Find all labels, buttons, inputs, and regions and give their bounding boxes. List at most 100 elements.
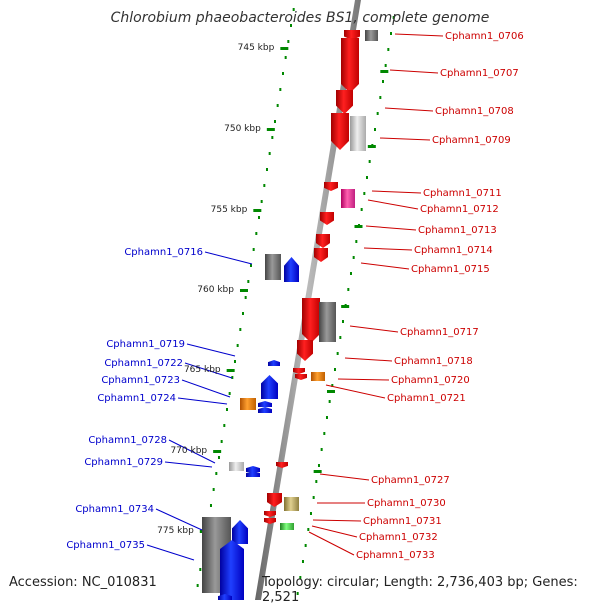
gene-block-light-gray bbox=[229, 462, 244, 471]
gene-label-cphamn1_0706[interactable]: Cphamn1_0706 bbox=[445, 31, 524, 42]
scale-major-tick bbox=[266, 128, 275, 131]
scale-major-tick bbox=[380, 70, 389, 73]
tick-dot-left bbox=[244, 296, 247, 299]
gene-label-line bbox=[164, 461, 213, 468]
gene-label-line bbox=[181, 379, 231, 398]
tick-dot-left bbox=[239, 328, 242, 331]
gene-label-line bbox=[384, 107, 434, 112]
scale-major-tick bbox=[354, 225, 363, 228]
tick-dot-left bbox=[271, 136, 274, 139]
tick-dot-left bbox=[257, 216, 260, 219]
gene-label-cphamn1_0731[interactable]: Cphamn1_0731 bbox=[363, 516, 442, 527]
gene-block-light-gray bbox=[350, 116, 366, 151]
scale-label: 775 kbp bbox=[157, 526, 194, 536]
tick-dot-right bbox=[339, 336, 342, 339]
gene-label-cphamn1_0715[interactable]: Cphamn1_0715 bbox=[411, 264, 490, 275]
forward-gene-arrow bbox=[336, 90, 353, 114]
reverse-gene-arrow bbox=[246, 466, 260, 472]
forward-gene-arrow bbox=[297, 340, 313, 361]
gene-label-cphamn1_0721[interactable]: Cphamn1_0721 bbox=[387, 393, 466, 404]
gene-label-cphamn1_0718[interactable]: Cphamn1_0718 bbox=[394, 356, 473, 367]
gene-label-cphamn1_0735[interactable]: Cphamn1_0735 bbox=[66, 540, 145, 551]
reverse-gene-arrow bbox=[218, 594, 232, 600]
tick-dot-left bbox=[281, 72, 284, 75]
tick-dot-left bbox=[255, 232, 258, 235]
tick-dot-left bbox=[220, 440, 223, 443]
tick-dot-left bbox=[249, 264, 252, 267]
gene-label-cphamn1_0724[interactable]: Cphamn1_0724 bbox=[97, 393, 176, 404]
tick-dot-left bbox=[247, 280, 250, 283]
gene-label-cphamn1_0729[interactable]: Cphamn1_0729 bbox=[84, 457, 163, 468]
scale-label: 765 kbp bbox=[184, 365, 221, 375]
gene-block-orange bbox=[240, 398, 256, 410]
gene-label-cphamn1_0712[interactable]: Cphamn1_0712 bbox=[420, 204, 499, 215]
tick-dot-left bbox=[231, 376, 234, 379]
scale-label: 750 kbp bbox=[224, 124, 261, 134]
scale-major-tick bbox=[341, 305, 350, 308]
tick-dot-right bbox=[341, 320, 344, 323]
gene-label-cphamn1_0720[interactable]: Cphamn1_0720 bbox=[391, 375, 470, 386]
forward-gene-arrow bbox=[316, 234, 330, 248]
gene-label-cphamn1_0707[interactable]: Cphamn1_0707 bbox=[440, 68, 519, 79]
tick-dot-left bbox=[196, 584, 199, 587]
tick-dot-left bbox=[289, 24, 292, 27]
tick-dot-right bbox=[349, 272, 352, 275]
gene-label-cphamn1_0717[interactable]: Cphamn1_0717 bbox=[400, 327, 479, 338]
gene-block-gray bbox=[319, 302, 336, 342]
gene-label-cphamn1_0734[interactable]: Cphamn1_0734 bbox=[75, 504, 154, 515]
reverse-gene-arrow bbox=[232, 520, 248, 544]
scale-label: 760 kbp bbox=[197, 285, 234, 295]
tick-dot-right bbox=[384, 64, 387, 67]
gene-label-cphamn1_0713[interactable]: Cphamn1_0713 bbox=[418, 225, 497, 236]
gene-label-cphamn1_0708[interactable]: Cphamn1_0708 bbox=[435, 106, 514, 117]
tick-dot-left bbox=[284, 56, 287, 59]
gene-label-cphamn1_0716[interactable]: Cphamn1_0716 bbox=[124, 247, 203, 258]
tick-dot-left bbox=[252, 248, 255, 251]
gene-block-magenta bbox=[341, 189, 355, 208]
gene-label-cphamn1_0733[interactable]: Cphamn1_0733 bbox=[356, 550, 435, 561]
tick-dot-left bbox=[225, 408, 228, 411]
scale-major-tick bbox=[280, 47, 289, 50]
forward-gene-arrow bbox=[264, 518, 276, 524]
gene-label-cphamn1_0719[interactable]: Cphamn1_0719 bbox=[106, 339, 185, 350]
gene-label-cphamn1_0722[interactable]: Cphamn1_0722 bbox=[104, 358, 183, 369]
gene-label-line bbox=[344, 357, 393, 362]
tick-dot-right bbox=[309, 512, 312, 515]
tick-dot-right bbox=[336, 352, 339, 355]
gene-label-line bbox=[311, 525, 358, 538]
tick-dot-left bbox=[241, 312, 244, 315]
tick-dot-left bbox=[273, 120, 276, 123]
tick-dot-right bbox=[373, 128, 376, 131]
gene-label-line bbox=[319, 473, 370, 481]
gene-label-cphamn1_0730[interactable]: Cphamn1_0730 bbox=[367, 498, 446, 509]
tick-dot-left bbox=[276, 104, 279, 107]
tick-dot-right bbox=[347, 288, 350, 291]
tick-dot-left bbox=[292, 8, 295, 11]
gene-label-cphamn1_0711[interactable]: Cphamn1_0711 bbox=[423, 188, 502, 199]
forward-gene-arrow bbox=[314, 248, 328, 262]
scale-label: 745 kbp bbox=[238, 43, 275, 53]
tick-dot-right bbox=[299, 576, 302, 579]
gene-label-cphamn1_0723[interactable]: Cphamn1_0723 bbox=[101, 375, 180, 386]
forward-gene-arrow bbox=[264, 511, 276, 517]
tick-dot-right bbox=[331, 384, 334, 387]
reverse-gene-arrow bbox=[258, 401, 272, 407]
gene-block-orange bbox=[311, 372, 325, 381]
gene-label-line bbox=[312, 519, 362, 522]
gene-label-cphamn1_0709[interactable]: Cphamn1_0709 bbox=[432, 135, 511, 146]
gene-label-cphamn1_0728[interactable]: Cphamn1_0728 bbox=[88, 435, 167, 446]
tick-dot-right bbox=[368, 160, 371, 163]
gene-label-cphamn1_0732[interactable]: Cphamn1_0732 bbox=[359, 532, 438, 543]
tick-dot-left bbox=[223, 424, 226, 427]
tick-dot-right bbox=[312, 496, 315, 499]
forward-gene-arrow bbox=[293, 368, 305, 374]
tick-dot-right bbox=[304, 544, 307, 547]
gene-label-cphamn1_0714[interactable]: Cphamn1_0714 bbox=[414, 245, 493, 256]
accession-text: Accession: NC_010831 bbox=[9, 575, 157, 590]
gene-label-cphamn1_0727[interactable]: Cphamn1_0727 bbox=[371, 475, 450, 486]
gene-label-line bbox=[360, 262, 410, 270]
tick-dot-right bbox=[301, 560, 304, 563]
tick-dot-left bbox=[268, 152, 271, 155]
tick-dot-left bbox=[265, 168, 268, 171]
